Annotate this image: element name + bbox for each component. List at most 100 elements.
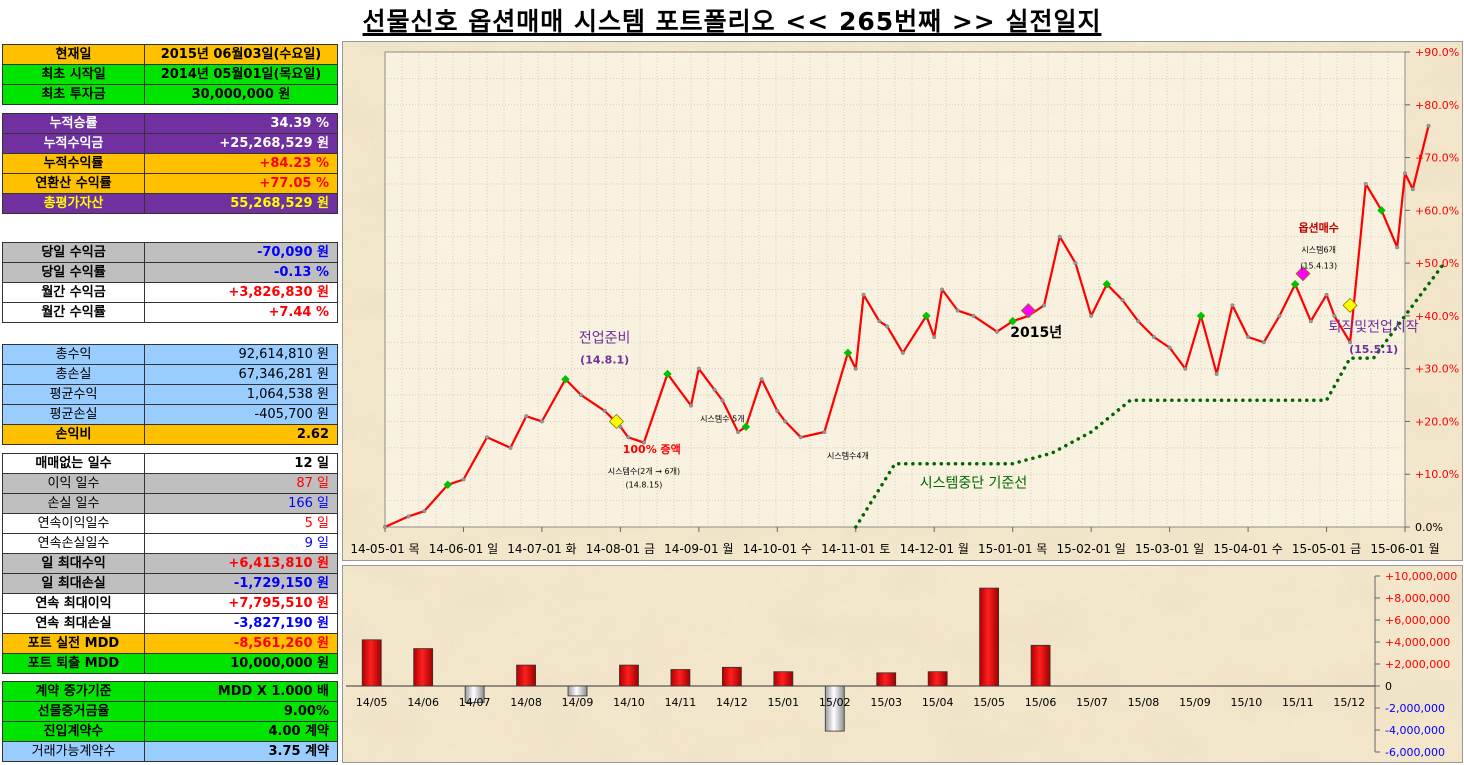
x-tick-label: 15/09 bbox=[1179, 696, 1211, 709]
chart-annotation: (15.5.1) bbox=[1349, 343, 1398, 356]
stats-row: 최초 시작일 2014년 05월01일(목요일) bbox=[3, 65, 337, 85]
series-point bbox=[877, 319, 882, 324]
x-tick-label: 15-06-01 월 bbox=[1370, 542, 1439, 556]
stats-value: -405,700 원 bbox=[254, 407, 329, 422]
stats-value: 10,000,000 원 bbox=[230, 656, 329, 671]
stats-row: 선물증거금율 9.00% bbox=[3, 702, 337, 722]
chart-annotation: (14.8.15) bbox=[626, 480, 663, 489]
series-point bbox=[1230, 303, 1235, 308]
stats-value: +3,826,830 원 bbox=[228, 285, 329, 300]
bar bbox=[464, 685, 485, 703]
x-tick-label: 15/06 bbox=[1025, 696, 1057, 709]
x-tick-label: 14/10 bbox=[613, 696, 645, 709]
event-marker bbox=[1020, 303, 1036, 319]
stats-value: 92,614,810 원 bbox=[238, 347, 329, 362]
series-point bbox=[1402, 171, 1407, 176]
stats-value: -0.13 % bbox=[273, 265, 329, 280]
stats-row: 연속 최대이익 +7,795,510 원 bbox=[3, 594, 337, 614]
stats-label: 손실 일수 bbox=[3, 494, 145, 513]
stats-value: 2015년 06월03일(수요일) bbox=[160, 47, 322, 62]
bar bbox=[773, 671, 794, 687]
x-tick-label: 15/03 bbox=[870, 696, 902, 709]
stats-row: 누적승률 34.39 % bbox=[3, 114, 337, 134]
x-tick-label: 15-01-01 목 bbox=[978, 542, 1047, 556]
y-tick-label: +8,000,000 bbox=[1385, 592, 1450, 605]
stats-label: 평균손실 bbox=[3, 405, 145, 424]
stats-value: 12 일 bbox=[294, 456, 329, 471]
series-point bbox=[696, 366, 701, 371]
series-point bbox=[508, 445, 513, 450]
series-point bbox=[995, 329, 1000, 334]
series-point bbox=[1308, 319, 1313, 324]
page-title: 선물신호 옵션매매 시스템 포트폴리오 << 265번째 >> 실전일지 bbox=[362, 7, 1102, 36]
y-tick-label: -4,000,000 bbox=[1385, 724, 1445, 737]
stats-value: -1,729,150 원 bbox=[233, 576, 329, 591]
chart-annotation: 100% 증액 bbox=[623, 443, 681, 456]
stats-value: -8,561,260 원 bbox=[233, 636, 329, 651]
stats-row: 총손실 67,346,281 원 bbox=[3, 365, 337, 385]
stats-label: 누적수익금 bbox=[3, 134, 145, 153]
stats-group: 누적승률 34.39 % 누적수익금 +25,268,529 원 누적수익률 +84.23… bbox=[2, 113, 338, 214]
series-point bbox=[524, 414, 529, 419]
bar bbox=[876, 672, 897, 687]
stats-row: 연속손실일수 9 일 bbox=[3, 534, 337, 554]
stats-value: 55,268,529 원 bbox=[230, 196, 329, 211]
y-tick-label: -6,000,000 bbox=[1385, 746, 1445, 759]
series-point bbox=[461, 477, 466, 482]
line-chart-svg: 0.0% +10.0% +20.0% +30.0% +40.0% +50.0% +60.0%… bbox=[343, 42, 1462, 560]
bar bbox=[413, 648, 434, 687]
series-point bbox=[736, 430, 741, 435]
bar-chart-svg: +10,000,000 +8,000,000 +6,000,000 +4,000,00… bbox=[343, 566, 1462, 762]
stats-value: +7,795,510 원 bbox=[228, 596, 329, 611]
bar bbox=[516, 664, 536, 687]
series-highlight-point bbox=[922, 311, 931, 321]
x-tick-label: 14-09-01 월 bbox=[664, 542, 733, 556]
series-point bbox=[626, 435, 631, 440]
stats-row: 일 최대손실 -1,729,150 원 bbox=[3, 574, 337, 594]
series-point bbox=[1348, 340, 1353, 345]
series-line-stop-baseline bbox=[854, 261, 1446, 529]
series-point bbox=[900, 350, 905, 355]
series-point bbox=[1042, 303, 1047, 308]
stats-value: 166 일 bbox=[288, 496, 329, 511]
bar bbox=[927, 671, 948, 687]
chart-annotation: 시스템수4개 bbox=[827, 450, 869, 460]
series-point bbox=[940, 287, 945, 292]
x-tick-label: 14/09 bbox=[562, 696, 594, 709]
series-point bbox=[641, 440, 646, 445]
series-highlight-point bbox=[741, 422, 751, 431]
plot-border bbox=[384, 51, 1406, 528]
series-point bbox=[539, 419, 544, 424]
stats-row: 평균손실 -405,700 원 bbox=[3, 405, 337, 425]
x-tick-label: 15/12 bbox=[1333, 696, 1365, 709]
series-point bbox=[759, 377, 764, 382]
series-point bbox=[720, 398, 725, 403]
stats-row: 연환산 수익률 +77.05 % bbox=[3, 174, 337, 194]
stats-value: +25,268,529 원 bbox=[219, 136, 329, 151]
y-tick-label: +2,000,000 bbox=[1385, 658, 1450, 671]
stats-value: 30,000,000 원 bbox=[191, 87, 291, 102]
stats-row: 매매없는 일수 12 일 bbox=[3, 454, 337, 474]
x-tick-label: 15/02 bbox=[819, 696, 851, 709]
series-point bbox=[1120, 298, 1125, 303]
stats-row: 연속 최대손실 -3,827,190 원 bbox=[3, 614, 337, 634]
stats-row: 손익비 2.62 bbox=[3, 425, 337, 445]
series-point bbox=[1246, 335, 1251, 340]
y-tick-label: +20.0% bbox=[1415, 415, 1459, 428]
stats-label: 누적수익률 bbox=[3, 154, 145, 173]
stats-group: 총수익 92,614,810 원 총손실 67,346,281 원 평균수익 1,064,… bbox=[2, 344, 338, 445]
chart-annotation: (15.4.13) bbox=[1300, 261, 1337, 270]
stats-row: 이익 일수 87 일 bbox=[3, 474, 337, 494]
stats-value: 1,064,538 원 bbox=[246, 387, 329, 402]
bar bbox=[619, 664, 639, 687]
y-tick-label: 0 bbox=[1385, 680, 1392, 693]
stats-value: 9 일 bbox=[304, 536, 329, 551]
x-tick-label: 15/01 bbox=[767, 696, 799, 709]
series-point bbox=[1332, 313, 1337, 318]
chart-annotation: 시스템수(2개 → 6개) bbox=[608, 466, 680, 476]
series-highlight-point bbox=[1102, 279, 1112, 289]
series-point bbox=[955, 308, 960, 313]
x-tick-label: 14/06 bbox=[407, 696, 439, 709]
stats-label: 손익비 bbox=[3, 425, 145, 444]
stats-label: 진입계약수 bbox=[3, 722, 145, 741]
